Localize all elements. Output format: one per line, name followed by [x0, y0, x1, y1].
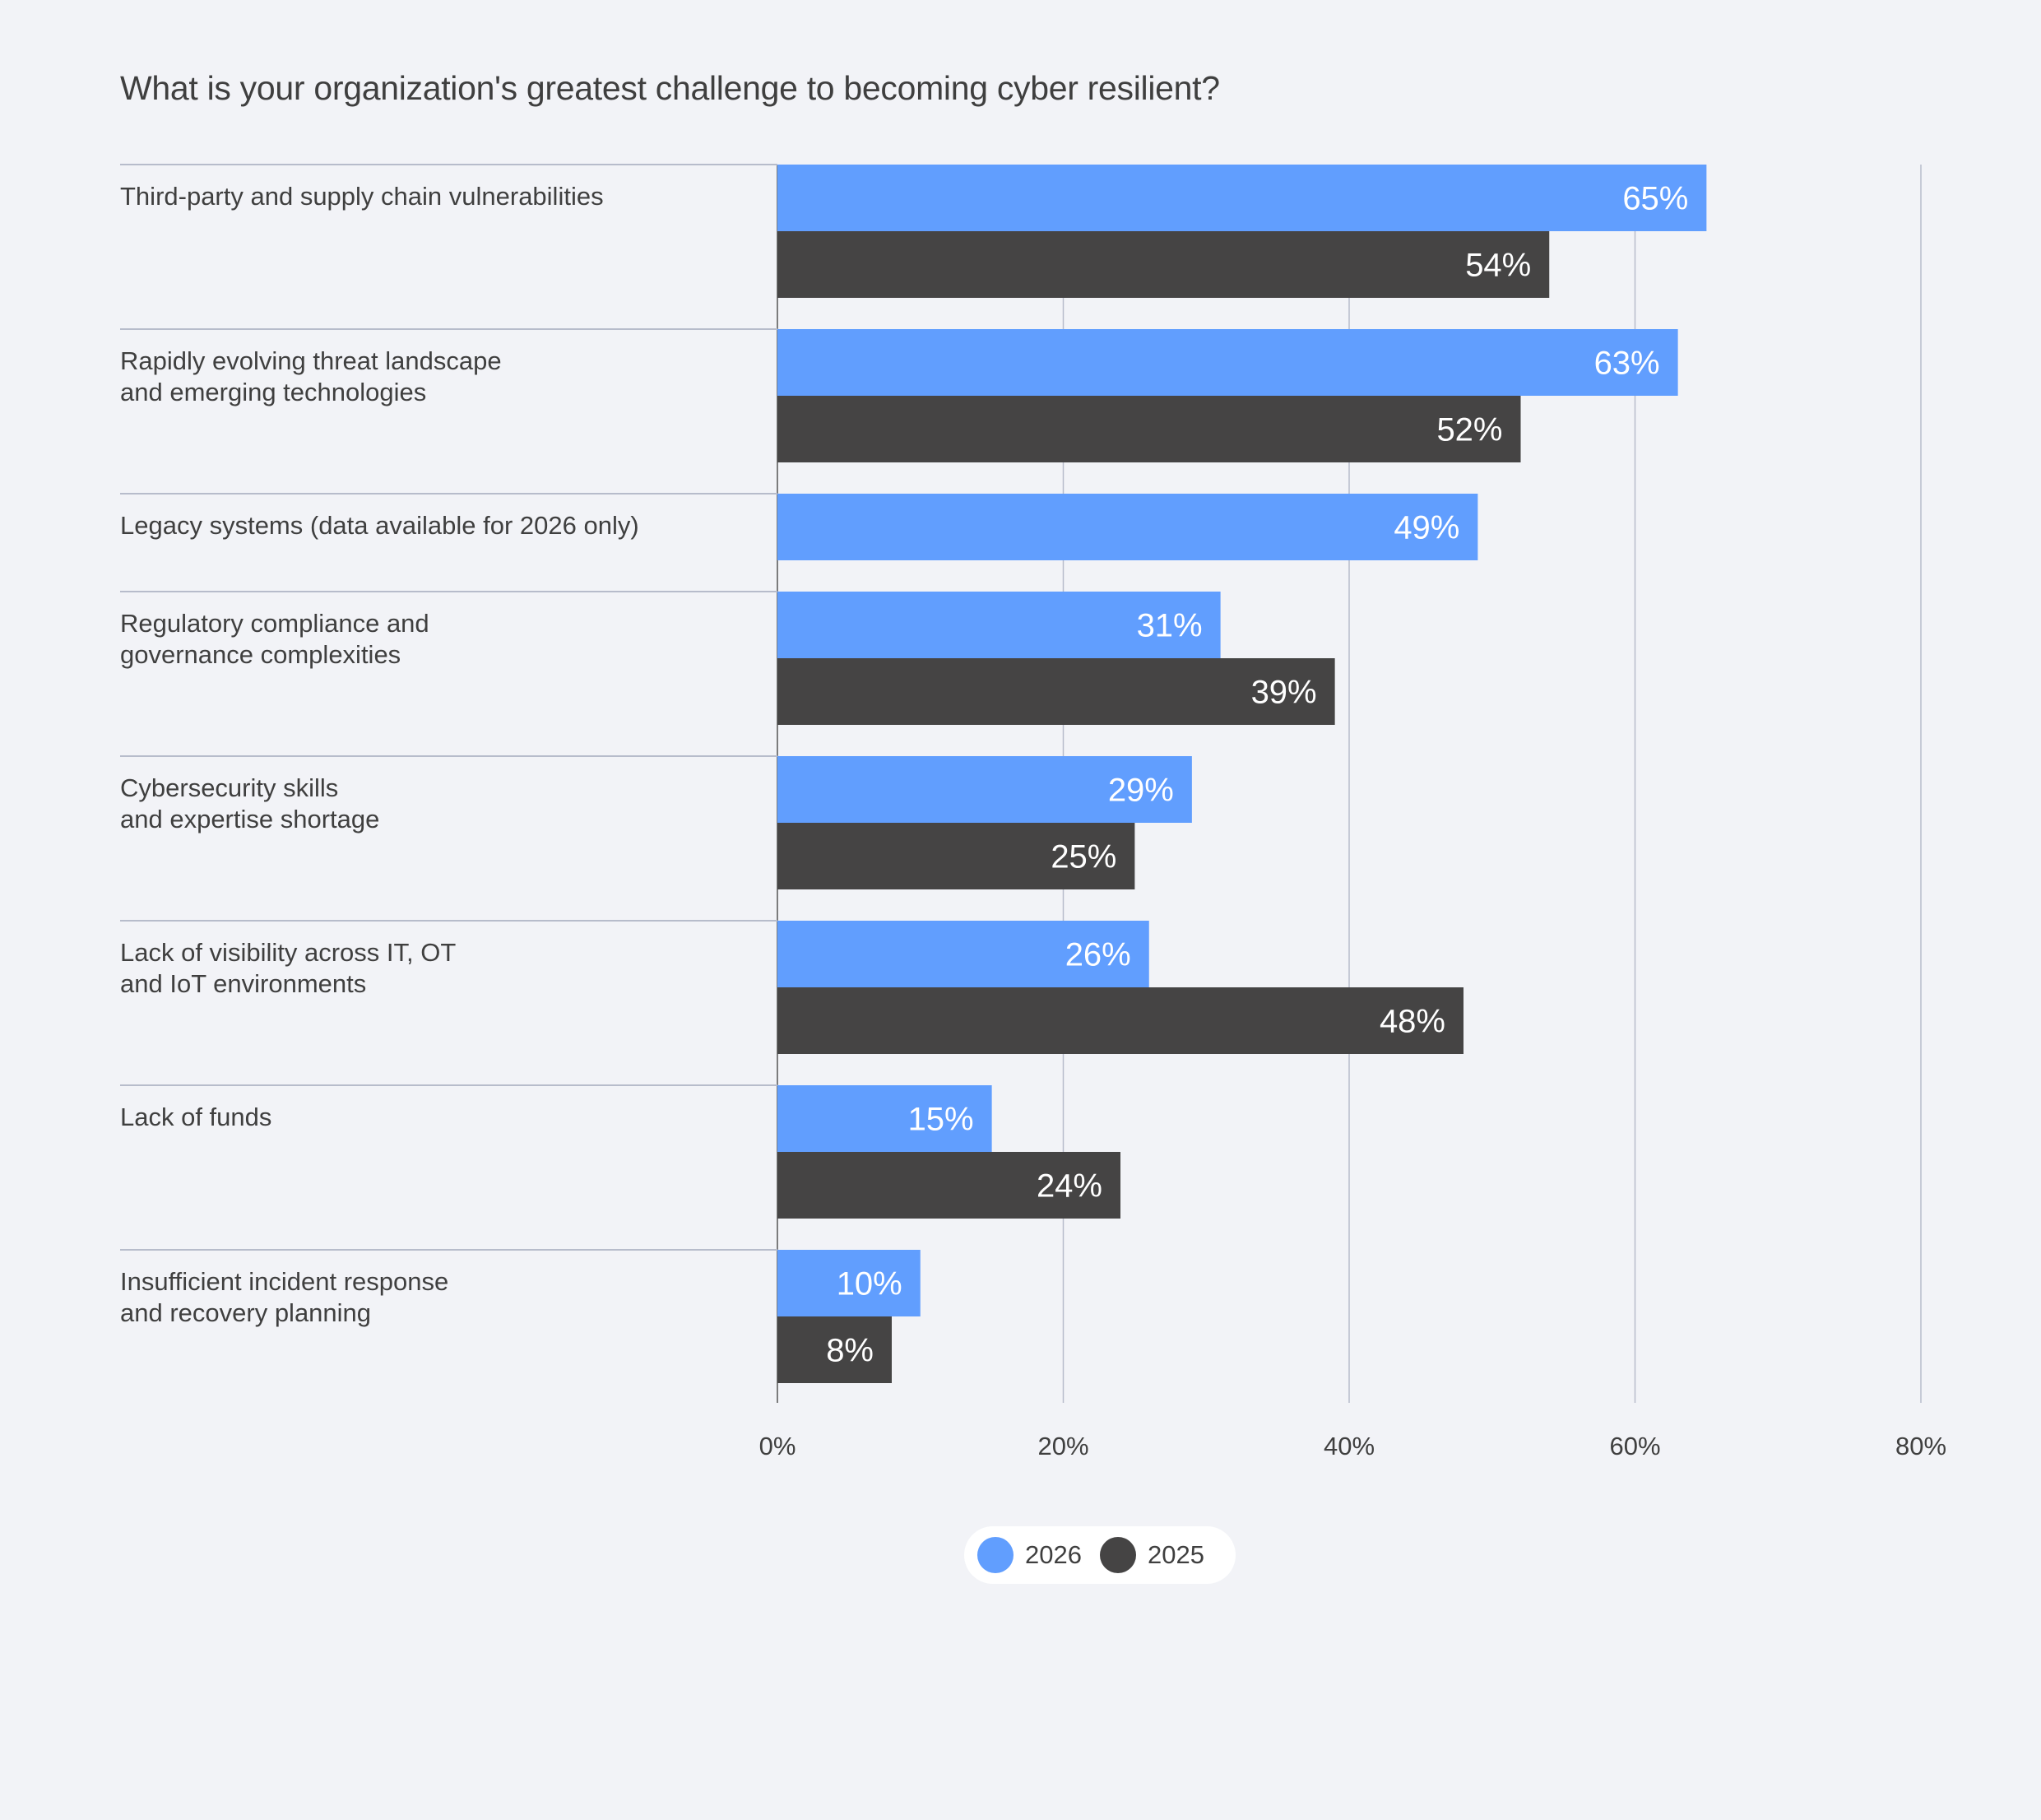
data-label-2025: 52% [1436, 412, 1502, 448]
bar-2025 [777, 396, 1521, 462]
bar-2025 [777, 1152, 1120, 1219]
data-label-2026: 31% [1137, 608, 1203, 644]
legend: 2026 2025 [964, 1526, 1236, 1584]
category-label-line: Third-party and supply chain vulnerabili… [120, 182, 604, 211]
data-label-2025: 39% [1251, 675, 1317, 711]
data-label-2025: 48% [1380, 1004, 1445, 1040]
data-label-2026: 29% [1108, 773, 1174, 809]
category-label-line: and emerging technologies [120, 378, 426, 406]
category-label-line: Cybersecurity skills [120, 773, 338, 802]
bar-2026 [777, 494, 1478, 560]
data-label-2026: 65% [1622, 181, 1688, 217]
x-tick-label: 80% [1895, 1432, 1946, 1460]
legend-swatch-2026 [977, 1537, 1014, 1573]
data-label-2026: 15% [908, 1102, 974, 1138]
chart-title: What is your organization's greatest cha… [120, 69, 1220, 107]
bar-2025 [777, 231, 1550, 298]
bar-2026 [777, 756, 1192, 823]
legend-label-2026: 2026 [1025, 1540, 1082, 1569]
data-label-2026: 26% [1065, 937, 1131, 973]
data-label-2025: 24% [1037, 1168, 1102, 1205]
x-tick-label: 20% [1037, 1432, 1088, 1460]
category-label-line: and expertise shortage [120, 805, 379, 833]
category-label-line: Insufficient incident response [120, 1267, 448, 1296]
category-label-line: governance complexities [120, 640, 401, 669]
category-label: Insufficient incident response and recove… [120, 1267, 448, 1327]
category-label-line: and IoT environments [120, 969, 366, 998]
category-label-line: Legacy systems (data available for 2026 … [120, 511, 639, 540]
data-label-2026: 63% [1594, 346, 1660, 382]
legend-swatch-2025 [1099, 1537, 1136, 1573]
bar-2026 [777, 329, 1678, 396]
category-label-line: Lack of funds [120, 1103, 271, 1131]
bar-2025 [777, 1316, 892, 1383]
category-label: Rapidly evolving threat landscape and eme… [120, 346, 502, 406]
bar-2025 [777, 987, 1463, 1054]
bar-2025 [777, 823, 1135, 889]
legend-label-2025: 2025 [1147, 1540, 1204, 1569]
data-label-2025: 8% [826, 1333, 874, 1369]
bar-2026 [777, 1250, 921, 1316]
category-label-line: Rapidly evolving threat landscape [120, 346, 502, 375]
category-label: Cybersecurity skills and expertise shorta… [120, 773, 379, 833]
bar-2026 [777, 1085, 992, 1152]
category-label-line: Lack of visibility across IT, OT [120, 938, 456, 967]
category-label: Third-party and supply chain vulnerabili… [120, 182, 604, 211]
x-tick-label: 0% [759, 1432, 796, 1460]
category-label-line: Regulatory compliance and [120, 609, 429, 638]
bar-2026 [777, 592, 1221, 658]
category-label: Legacy systems (data available for 2026 … [120, 511, 639, 540]
x-tick-label: 40% [1324, 1432, 1375, 1460]
category-label-line: and recovery planning [120, 1298, 371, 1327]
category-label: Lack of funds [120, 1103, 271, 1131]
bar-2026 [777, 165, 1707, 231]
data-label-2026: 10% [837, 1266, 902, 1302]
category-label: Lack of visibility across IT, OT and IoT … [120, 938, 456, 998]
category-label: Regulatory compliance and governance comp… [120, 609, 429, 669]
data-label-2025: 54% [1465, 248, 1531, 284]
data-label-2025: 25% [1051, 839, 1116, 875]
bar-2025 [777, 658, 1335, 725]
data-label-2026: 49% [1394, 510, 1459, 546]
bar-2026 [777, 921, 1149, 987]
x-tick-label: 60% [1609, 1432, 1660, 1460]
